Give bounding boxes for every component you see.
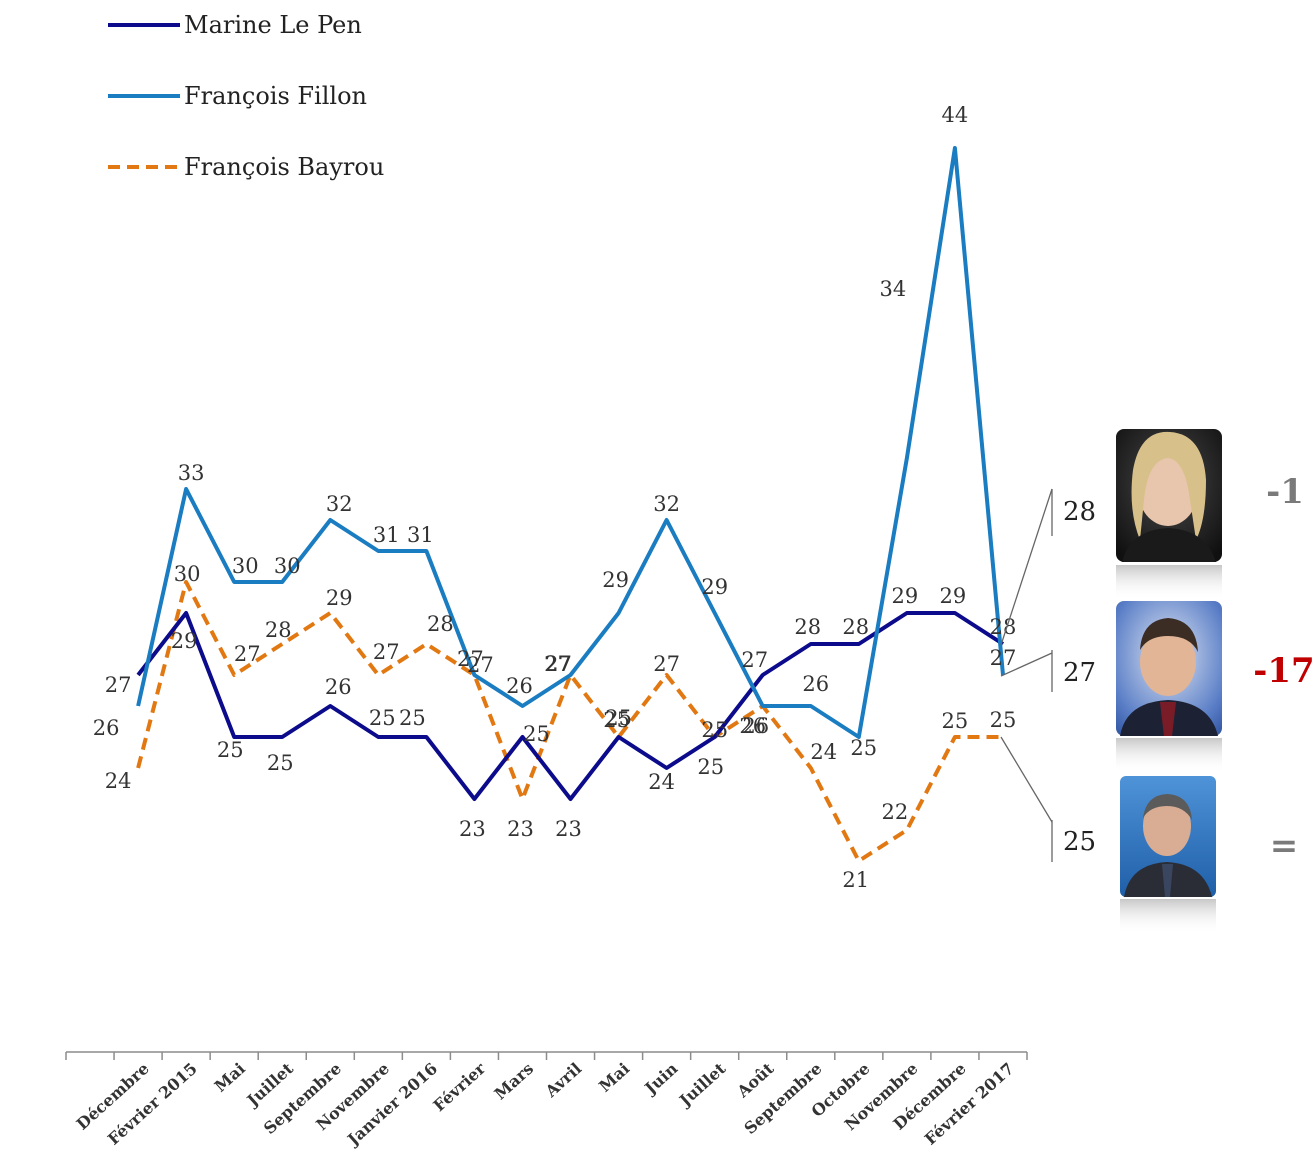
- data-label-le-pen: 29: [892, 584, 919, 608]
- connector-fillon: [1000, 652, 1053, 677]
- data-label-fillon: 29: [602, 568, 629, 592]
- x-tick-label: Février: [430, 1058, 490, 1115]
- final-value-fillon: 27: [1063, 658, 1096, 688]
- x-tick-label: Mai: [595, 1059, 633, 1096]
- data-label-bayrou: 22: [882, 800, 909, 824]
- series-line-fillon: [136, 146, 1005, 739]
- data-label-fillon: 27: [457, 647, 484, 671]
- connector-le-pen: [1000, 488, 1053, 646]
- data-label-le-pen: 25: [267, 751, 294, 775]
- data-label-bayrou: 27: [653, 652, 680, 676]
- data-label-bayrou: 25: [701, 718, 728, 742]
- legend-item-bayrou: François Bayrou: [108, 153, 384, 181]
- x-tick-label: Mai: [211, 1059, 249, 1096]
- francois-bayrou-photo: [1120, 776, 1216, 934]
- legend-label-bayrou: François Bayrou: [184, 153, 384, 181]
- data-label-bayrou: 24: [810, 740, 837, 764]
- change-bayrou: =: [1270, 826, 1299, 866]
- data-label-bayrou: 25: [990, 708, 1017, 732]
- data-label-fillon: 26: [506, 674, 533, 698]
- data-label-bayrou: 28: [265, 618, 292, 642]
- data-label-bayrou: 30: [174, 562, 201, 586]
- data-label-le-pen: 23: [459, 817, 486, 841]
- data-label-le-pen: 27: [105, 673, 132, 697]
- data-label-bayrou: 28: [427, 612, 454, 636]
- x-tick-label: Avril: [541, 1059, 585, 1102]
- data-label-fillon: 31: [407, 523, 434, 547]
- data-label-fillon: 26: [93, 716, 120, 740]
- data-label-fillon: 30: [232, 554, 259, 578]
- change-fillon: -17: [1253, 651, 1314, 691]
- data-label-bayrou: 25: [603, 708, 630, 732]
- x-tick-label: Juin: [640, 1059, 682, 1099]
- legend-item-fillon: François Fillon: [108, 82, 367, 110]
- data-label-le-pen: 27: [741, 648, 768, 672]
- legend-label-fillon: François Fillon: [184, 82, 367, 110]
- connector-bayrou: [1000, 736, 1053, 823]
- data-label-bayrou: 27: [545, 652, 572, 676]
- legend: Marine Le Pen François Fillon François B…: [108, 11, 384, 181]
- data-label-le-pen: 25: [605, 706, 632, 730]
- data-label-fillon: 30: [274, 554, 301, 578]
- data-label-bayrou: 26: [739, 714, 766, 738]
- data-label-bayrou: 25: [942, 709, 969, 733]
- x-tick-label: Juillet: [674, 1058, 730, 1111]
- data-label-fillon: 44: [942, 103, 969, 127]
- marine-le-pen-photo: [1116, 429, 1222, 600]
- series-line-bayrou: [136, 580, 1003, 863]
- data-label-le-pen: 25: [523, 722, 550, 746]
- data-label-fillon: 26: [742, 714, 769, 738]
- data-label-bayrou: 21: [842, 868, 869, 892]
- data-label-le-pen: 25: [697, 755, 724, 779]
- data-label-le-pen: 23: [555, 817, 582, 841]
- data-label-le-pen: 25: [399, 706, 426, 730]
- series-line-le-pen: [136, 611, 1005, 801]
- data-label-le-pen: 25: [369, 706, 396, 730]
- final-value-bayrou: 25: [1063, 827, 1096, 857]
- data-label-bayrou: 24: [105, 769, 132, 793]
- data-label-bayrou: 27: [373, 640, 400, 664]
- legend-item-le-pen: Marine Le Pen: [108, 11, 362, 39]
- data-label-le-pen: 25: [217, 738, 244, 762]
- data-label-le-pen: 29: [940, 584, 967, 608]
- data-label-le-pen: 29: [171, 629, 198, 653]
- data-label-bayrou: 27: [467, 653, 494, 677]
- data-label-fillon: 33: [178, 461, 205, 485]
- final-value-le-pen: 28: [1063, 497, 1096, 527]
- change-le-pen: -1: [1266, 472, 1304, 512]
- data-label-bayrou: 29: [326, 586, 353, 610]
- side-panel: 28 27 25 -1 -17 =: [1063, 429, 1314, 934]
- data-label-fillon: 32: [326, 492, 353, 516]
- data-label-fillon: 25: [850, 736, 877, 760]
- data-label-bayrou: 23: [507, 817, 534, 841]
- data-label-le-pen: 26: [325, 675, 352, 699]
- data-label-le-pen: 28: [794, 615, 821, 639]
- data-label-fillon: 32: [653, 492, 680, 516]
- data-label-fillon: 26: [802, 672, 829, 696]
- data-label-fillon: 29: [701, 575, 728, 599]
- data-label-le-pen: 24: [648, 770, 675, 794]
- francois-fillon-photo: [1116, 601, 1222, 773]
- data-label-fillon: 31: [373, 523, 400, 547]
- data-label-le-pen: 28: [842, 615, 869, 639]
- data-label-le-pen: 28: [990, 615, 1017, 639]
- series-layer: [136, 146, 1005, 863]
- data-label-fillon: 27: [544, 652, 571, 676]
- data-label-bayrou: 27: [234, 642, 261, 666]
- x-tick-label: Mars: [491, 1059, 538, 1104]
- legend-label-le-pen: Marine Le Pen: [184, 11, 362, 39]
- data-label-fillon: 34: [880, 277, 907, 301]
- connectors: [1000, 488, 1053, 862]
- data-label-fillon: 27: [990, 646, 1017, 670]
